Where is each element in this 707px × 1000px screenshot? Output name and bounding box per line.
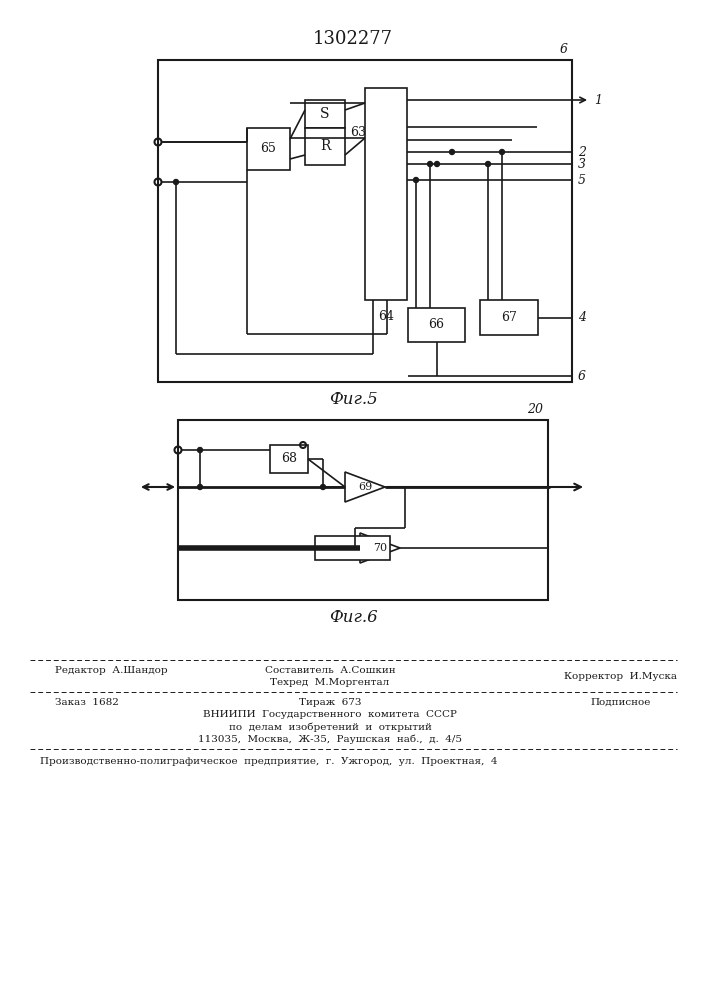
Text: 1302277: 1302277 xyxy=(313,30,393,48)
Text: Составитель  А.Сошкин: Составитель А.Сошкин xyxy=(264,666,395,675)
Circle shape xyxy=(500,149,505,154)
Bar xyxy=(305,128,345,165)
Circle shape xyxy=(435,161,440,166)
Bar xyxy=(480,300,538,335)
Text: R: R xyxy=(320,139,330,153)
Text: 3: 3 xyxy=(578,157,586,170)
Circle shape xyxy=(450,149,455,154)
Text: 66: 66 xyxy=(428,318,445,332)
Text: Фиг.6: Фиг.6 xyxy=(329,608,378,626)
Circle shape xyxy=(197,485,202,489)
Bar xyxy=(158,60,572,382)
Circle shape xyxy=(486,161,491,166)
Text: 63: 63 xyxy=(350,126,366,139)
Circle shape xyxy=(428,161,433,166)
Circle shape xyxy=(414,178,419,182)
Text: 113035,  Москва,  Ж-35,  Раушская  наб.,  д.  4/5: 113035, Москва, Ж-35, Раушская наб., д. … xyxy=(198,734,462,744)
Circle shape xyxy=(197,448,202,452)
Text: 5: 5 xyxy=(578,174,586,186)
Text: 6: 6 xyxy=(578,369,586,382)
Text: Заказ  1682: Заказ 1682 xyxy=(55,698,119,707)
Circle shape xyxy=(173,180,178,184)
Text: 4: 4 xyxy=(578,311,586,324)
Bar xyxy=(270,445,308,473)
Text: 1: 1 xyxy=(594,94,602,106)
Text: Тираж  673: Тираж 673 xyxy=(299,698,361,707)
Text: 65: 65 xyxy=(261,142,276,155)
Text: 69: 69 xyxy=(358,482,372,492)
Bar xyxy=(408,308,465,342)
Text: Корректор  И.Муска: Корректор И.Муска xyxy=(563,672,677,681)
Text: 68: 68 xyxy=(281,452,297,466)
Text: 20: 20 xyxy=(527,403,543,416)
Text: 70: 70 xyxy=(373,543,387,553)
Text: 6: 6 xyxy=(560,43,568,56)
Bar xyxy=(365,88,407,300)
Text: Фиг.5: Фиг.5 xyxy=(329,391,378,408)
Text: Подписное: Подписное xyxy=(590,698,650,707)
Bar xyxy=(247,128,290,170)
Bar xyxy=(178,420,548,600)
Text: 67: 67 xyxy=(501,311,517,324)
Text: по  делам  изобретений  и  открытий: по делам изобретений и открытий xyxy=(228,722,431,732)
Text: 64: 64 xyxy=(378,310,394,323)
Text: Производственно-полиграфическое  предприятие,  г.  Ужгород,  ул.  Проектная,  4: Производственно-полиграфическое предприя… xyxy=(40,757,498,766)
Text: S: S xyxy=(320,107,329,121)
Text: Техред  М.Моргентал: Техред М.Моргентал xyxy=(270,678,390,687)
Bar xyxy=(305,100,345,128)
Text: 2: 2 xyxy=(578,145,586,158)
Text: ВНИИПИ  Государственного  комитета  СССР: ВНИИПИ Государственного комитета СССР xyxy=(203,710,457,719)
Circle shape xyxy=(320,485,325,489)
Text: Редактор  А.Шандор: Редактор А.Шандор xyxy=(55,666,168,675)
Bar xyxy=(315,536,390,560)
